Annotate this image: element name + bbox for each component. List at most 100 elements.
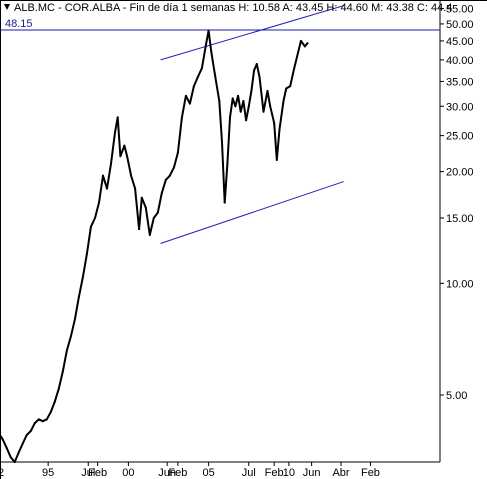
price-point-51 — [196, 75, 199, 78]
price-point-79 — [282, 99, 285, 102]
y-tick-label-2: 45.00 — [446, 36, 474, 48]
price-point-60 — [226, 162, 229, 165]
price-point-1 — [1, 438, 4, 441]
price-point-19 — [73, 318, 76, 321]
y-tick-label-8: 15.00 — [446, 213, 474, 225]
price-point-21 — [81, 275, 84, 278]
price-point-13 — [49, 411, 52, 414]
price-point-62 — [231, 97, 234, 100]
price-point-55 — [210, 51, 213, 54]
price-point-31 — [119, 155, 122, 158]
price-point-75 — [269, 105, 272, 108]
y-tick-label-3: 40.00 — [446, 55, 474, 67]
price-point-14 — [53, 400, 56, 403]
price-point-58 — [221, 141, 224, 144]
y-tick-label-5: 30.00 — [446, 101, 474, 113]
price-point-54 — [207, 29, 210, 32]
price-point-69 — [250, 89, 253, 92]
price-point-9 — [33, 422, 36, 425]
price-point-24 — [93, 216, 96, 219]
price-point-27 — [105, 187, 108, 190]
price-point-68 — [247, 105, 250, 108]
reference-line-label: 48.15 — [5, 18, 33, 30]
x-tick-label-6: Feb — [168, 467, 187, 479]
y-tick-label-4: 35.00 — [446, 76, 474, 88]
chart-header: ALB.MC - COR.ALBA - Fin de día 1 semanas… — [14, 2, 452, 14]
price-point-18 — [69, 335, 72, 338]
price-point-56 — [214, 75, 217, 78]
price-point-17 — [65, 349, 68, 352]
price-point-64 — [237, 94, 240, 97]
x-tick-label-10: 10 — [283, 467, 295, 479]
y-tick-label-1: 50.00 — [446, 19, 474, 31]
x-tick-label-5: Jun — [158, 467, 176, 479]
price-point-40 — [152, 216, 155, 219]
price-point-66 — [242, 99, 245, 102]
price-point-26 — [101, 174, 104, 177]
price-point-43 — [164, 178, 167, 181]
price-point-73 — [262, 110, 265, 113]
price-point-42 — [160, 192, 163, 195]
price-point-57 — [218, 99, 221, 102]
price-point-37 — [140, 196, 143, 199]
trendline-0 — [160, 5, 344, 61]
price-point-28 — [110, 162, 113, 165]
x-tick-label-2: Jul — [81, 467, 95, 479]
price-point-80 — [285, 87, 288, 90]
price-point-83 — [297, 51, 300, 54]
reference-line-group: 48.15 — [0, 18, 440, 31]
price-point-11 — [41, 420, 44, 423]
price-point-46 — [176, 151, 179, 154]
y-tick-label-0: 55.00 — [446, 4, 474, 16]
price-point-41 — [156, 211, 159, 214]
price-point-44 — [168, 174, 171, 177]
price-point-39 — [148, 233, 151, 236]
price-series — [0, 29, 309, 463]
price-point-4 — [13, 461, 16, 463]
price-point-12 — [45, 418, 48, 421]
x-tick-label-12: Abr — [332, 467, 349, 479]
price-point-78 — [278, 128, 281, 131]
price-point-74 — [266, 89, 269, 92]
price-point-76 — [273, 122, 276, 125]
price-point-0 — [0, 434, 1, 437]
price-point-47 — [180, 116, 183, 119]
y-tick-label-9: 10.00 — [446, 278, 474, 290]
y-tick-label-10: 5.00 — [446, 390, 467, 402]
price-point-25 — [97, 201, 100, 204]
price-point-86 — [306, 42, 309, 45]
price-point-2 — [5, 446, 8, 449]
trendlines — [160, 5, 344, 245]
price-point-84 — [299, 39, 302, 42]
x-tick-label-9: Feb — [265, 467, 284, 479]
price-point-20 — [77, 295, 80, 298]
x-tick-label-13: Feb — [361, 467, 380, 479]
price-point-30 — [116, 116, 119, 119]
price-point-32 — [123, 144, 126, 147]
x-tick-label-7: 05 — [203, 467, 215, 479]
price-point-85 — [303, 45, 306, 48]
down-arrow-icon — [4, 4, 10, 10]
price-point-29 — [114, 131, 117, 134]
price-point-67 — [245, 119, 248, 122]
price-point-50 — [192, 85, 195, 88]
price-point-10 — [37, 418, 40, 421]
y-tick-label-6: 25.00 — [446, 131, 474, 143]
price-point-22 — [85, 252, 88, 255]
price-point-53 — [204, 43, 207, 46]
x-tick-label-1: 95 — [42, 467, 54, 479]
price-point-77 — [275, 158, 278, 161]
price-point-33 — [126, 155, 129, 158]
x-tick-label-4: 00 — [122, 467, 134, 479]
price-point-16 — [61, 370, 64, 373]
price-point-59 — [223, 201, 226, 204]
price-point-72 — [258, 75, 261, 78]
price-point-65 — [239, 110, 242, 113]
price-point-23 — [89, 225, 92, 228]
price-point-45 — [172, 166, 175, 169]
price-point-48 — [184, 94, 187, 97]
price-point-81 — [289, 85, 292, 88]
